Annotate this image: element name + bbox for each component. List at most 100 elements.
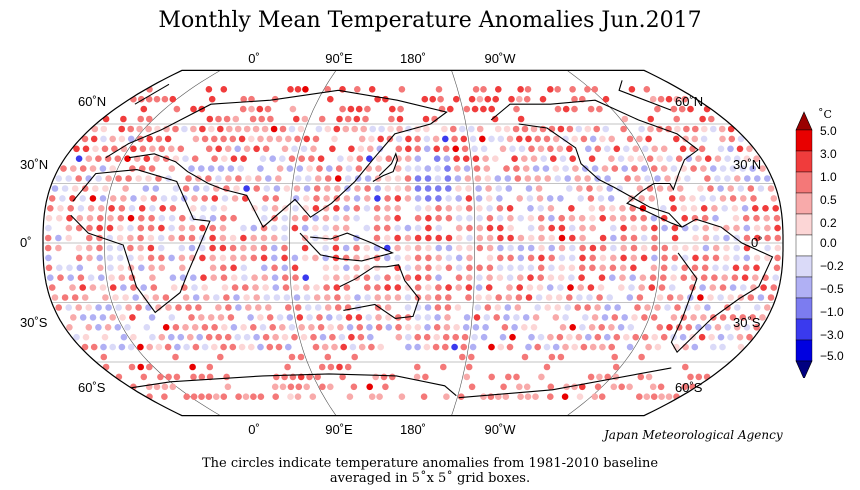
anomaly-dot (435, 254, 443, 262)
anomaly-dot (324, 175, 332, 182)
anomaly-dot (340, 135, 348, 143)
anomaly-dot (86, 264, 94, 272)
anomaly-dot (527, 205, 534, 212)
anomaly-dot (599, 135, 606, 143)
anomaly-dot (611, 314, 619, 321)
anomaly-dot (182, 155, 189, 162)
anomaly-dot (671, 264, 678, 272)
anomaly-dot (160, 284, 168, 291)
anomaly-dot (169, 383, 177, 391)
anomaly-dot (741, 205, 749, 212)
anomaly-dot (221, 284, 229, 291)
anomaly-dot (102, 115, 110, 123)
anomaly-dot (596, 294, 603, 301)
agency-credit: Japan Meteorological Agency (604, 428, 783, 442)
anomaly-dot (743, 254, 751, 262)
anomaly-dot (607, 195, 615, 202)
anomaly-dot (443, 393, 450, 401)
anomaly-dot (351, 125, 359, 133)
coastline (339, 264, 420, 319)
anomaly-dot (394, 195, 402, 202)
anomaly-dot (490, 145, 497, 153)
anomaly-dot (589, 254, 596, 262)
anomaly-dot (365, 165, 373, 172)
anomaly-dot (770, 195, 778, 202)
anomaly-dot (172, 185, 180, 192)
anomaly-dot (137, 254, 145, 262)
anomaly-dot (271, 224, 278, 232)
anomaly-dot (455, 234, 463, 242)
anomaly-dot (303, 185, 311, 192)
anomaly-dot (554, 105, 562, 113)
anomaly-dot (357, 333, 365, 341)
anomaly-dot (196, 333, 203, 341)
anomaly-dot (628, 195, 635, 202)
anomaly-dot (240, 155, 247, 162)
anomaly-dot (644, 304, 651, 311)
anomaly-dot (684, 175, 691, 182)
anomaly-dot (673, 135, 680, 143)
anomaly-dot (153, 95, 161, 103)
anomaly-dot (718, 125, 726, 133)
anomaly-dot (238, 135, 246, 143)
anomaly-dot (727, 125, 735, 133)
anomaly-dot (516, 135, 523, 143)
anomaly-dot (630, 244, 638, 252)
anomaly-dot (414, 205, 422, 212)
anomaly-dot (552, 165, 560, 172)
anomaly-dot (275, 343, 283, 351)
anomaly-dot (723, 254, 730, 262)
anomaly-dot (743, 324, 751, 331)
anomaly-dot (452, 145, 460, 153)
anomaly-dot (302, 86, 309, 93)
anomaly-dot (497, 234, 504, 242)
anomaly-dot (517, 264, 524, 272)
anomaly-dot (579, 254, 586, 262)
anomaly-dot (577, 195, 584, 202)
anomaly-dot (128, 363, 136, 371)
anomaly-dot (177, 145, 185, 153)
anomaly-dot (468, 383, 476, 391)
anomaly-dot (507, 214, 514, 222)
anomaly-dot (283, 294, 291, 301)
anomaly-dot (644, 175, 651, 182)
anomaly-dot (558, 214, 565, 222)
anomaly-dot (237, 314, 244, 321)
anomaly-dot (271, 244, 278, 252)
anomaly-dot (414, 165, 422, 172)
anomaly-dot (578, 205, 585, 212)
anomaly-dot (271, 274, 279, 282)
anomaly-dot (618, 195, 625, 202)
anomaly-dot (294, 343, 301, 351)
anomaly-dot (554, 86, 561, 93)
anomaly-dot (465, 185, 472, 192)
anomaly-dot (179, 214, 186, 222)
anomaly-dot (115, 304, 122, 311)
anomaly-dot (334, 294, 341, 301)
anomaly-dot (508, 95, 515, 103)
anomaly-dot (733, 254, 740, 262)
anomaly-dot (586, 185, 593, 192)
anomaly-dot (219, 244, 227, 252)
anomaly-dot (739, 314, 747, 321)
anomaly-dot (326, 165, 333, 172)
anomaly-dot (435, 195, 442, 202)
anomaly-dot (604, 175, 611, 182)
anomaly-dot (86, 224, 93, 232)
anomaly-dot (516, 383, 523, 391)
anomaly-dot (208, 95, 216, 103)
anomaly-dot (188, 244, 196, 252)
anomaly-dot (356, 324, 364, 331)
anomaly-dot (649, 383, 657, 391)
anomaly-dot (680, 274, 688, 282)
anomaly-dot (175, 304, 182, 311)
anomaly-dot (287, 86, 294, 93)
anomaly-dot (619, 214, 627, 222)
anomaly-dot (267, 115, 274, 123)
anomaly-dot (132, 294, 139, 301)
anomaly-dot (187, 145, 194, 153)
anomaly-dot (138, 264, 145, 272)
anomaly-dot (626, 185, 634, 192)
anomaly-dot (282, 284, 290, 291)
anomaly-dot (178, 314, 185, 321)
